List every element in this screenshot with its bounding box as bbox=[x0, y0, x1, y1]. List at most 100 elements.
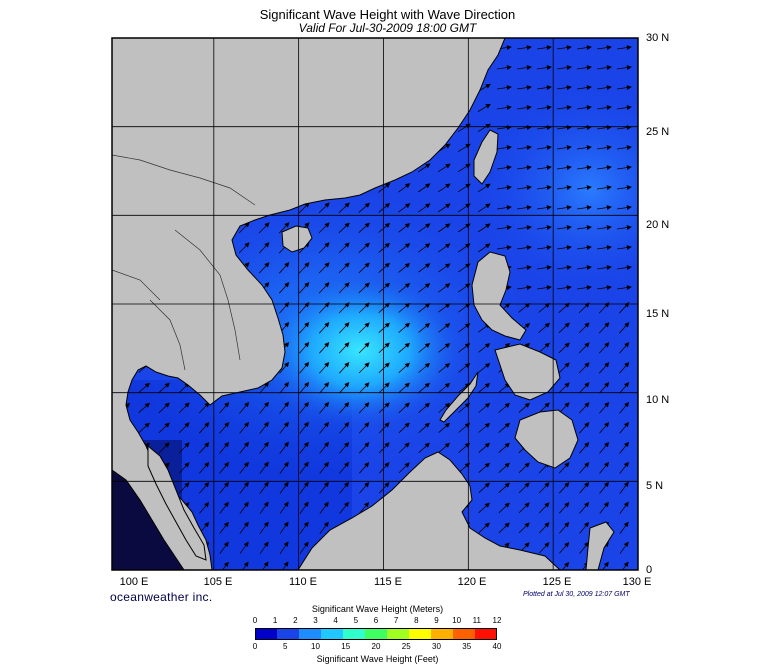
wave-direction-arrow bbox=[597, 145, 612, 151]
wave-direction-arrow bbox=[279, 262, 290, 274]
wave-direction-arrow bbox=[219, 501, 229, 514]
grid-lines bbox=[112, 38, 638, 570]
colorbar-meters-tick: 11 bbox=[472, 616, 481, 625]
land bbox=[112, 38, 615, 570]
wave-direction-arrow bbox=[478, 482, 490, 493]
wave-direction-arrow bbox=[577, 125, 592, 131]
wave-direction-arrow bbox=[599, 501, 609, 514]
wave-direction-arrow bbox=[619, 441, 630, 454]
wave-direction-arrow bbox=[458, 382, 471, 393]
wave-direction-arrow bbox=[579, 422, 590, 434]
wave-direction-arrow bbox=[438, 422, 451, 433]
wave-direction-arrow bbox=[339, 481, 350, 494]
wave-direction-arrow bbox=[398, 402, 410, 414]
wave-direction-arrow bbox=[418, 422, 430, 433]
wave-direction-arrow bbox=[517, 225, 532, 231]
wave-direction-arrow bbox=[617, 65, 632, 71]
wave-direction-arrow bbox=[599, 401, 610, 414]
wave-direction-arrow bbox=[497, 145, 512, 151]
colorbar-meters-tick: 10 bbox=[452, 616, 462, 625]
wave-direction-arrow bbox=[359, 442, 370, 454]
wave-direction-arrow bbox=[319, 521, 329, 534]
landmass-hainan bbox=[281, 225, 313, 253]
wave-direction-arrow bbox=[242, 561, 249, 570]
colorbar-meters-tick: 8 bbox=[414, 616, 419, 625]
wave-direction-arrow bbox=[619, 541, 629, 554]
landmass-borneo bbox=[297, 451, 561, 570]
wave-direction-arrow bbox=[437, 203, 451, 213]
landmass-visayas bbox=[494, 343, 561, 401]
landmass-luzon bbox=[471, 251, 527, 341]
wave-direction-arrow bbox=[278, 222, 290, 234]
wave-direction-arrow bbox=[478, 422, 491, 433]
wave-direction-arrow bbox=[358, 362, 370, 374]
wave-direction-arrow bbox=[498, 442, 510, 453]
colorbar-feet-tick: 20 bbox=[371, 642, 381, 651]
wave-direction-arrow bbox=[299, 381, 310, 394]
wave-direction-arrow bbox=[418, 203, 431, 213]
wave-direction-arrow bbox=[557, 45, 572, 51]
wave-direction-arrow bbox=[378, 302, 390, 313]
wave-direction-arrow bbox=[557, 85, 572, 91]
wave-direction-arrow bbox=[178, 462, 190, 474]
colorbar-meters-tick: 4 bbox=[333, 616, 338, 625]
wave-direction-arrow bbox=[497, 85, 512, 91]
wave-direction-arrow bbox=[457, 203, 471, 213]
wave-direction-arrow bbox=[259, 461, 269, 474]
wave-direction-arrow bbox=[577, 265, 592, 271]
colorbar-cell bbox=[453, 628, 476, 640]
wave-direction-arrow bbox=[198, 402, 210, 414]
wave-direction-arrow bbox=[497, 105, 512, 111]
wave-direction-arrow bbox=[239, 501, 249, 514]
lat-label-30n: 30 N bbox=[646, 32, 670, 44]
peak-wave-zone bbox=[250, 270, 470, 430]
wave-direction-arrow bbox=[619, 521, 629, 534]
wave-direction-arrow bbox=[458, 323, 471, 333]
colorbar-feet-tick: 0 bbox=[252, 642, 258, 651]
landmass-mindanao bbox=[514, 409, 579, 469]
wave-direction-arrow bbox=[299, 501, 309, 514]
wave-direction-arrow bbox=[497, 125, 512, 131]
wave-direction-arrow bbox=[418, 342, 431, 353]
wave-direction-arrow bbox=[537, 245, 552, 251]
wave-direction-arrow bbox=[378, 322, 390, 333]
wave-direction-arrow bbox=[478, 343, 491, 353]
wave-direction-arrow bbox=[619, 421, 630, 434]
wave-direction-arrow bbox=[358, 382, 370, 394]
wave-direction-arrow bbox=[579, 501, 590, 514]
wave-direction-arrow bbox=[358, 322, 370, 334]
wave-direction-arrow bbox=[599, 342, 610, 354]
wave-direction-arrow bbox=[318, 222, 330, 234]
wave-direction-arrow bbox=[579, 521, 590, 534]
wave-direction-arrow bbox=[178, 402, 190, 414]
wave-direction-arrow bbox=[378, 282, 391, 293]
wave-direction-arrow bbox=[438, 442, 451, 453]
wave-direction-arrow bbox=[498, 462, 510, 473]
wave-direction-arrow bbox=[559, 502, 570, 514]
wave-direction-arrow bbox=[318, 302, 330, 314]
wave-direction-arrow bbox=[577, 65, 592, 71]
wave-direction-arrow bbox=[517, 285, 532, 291]
lon-label-130e: 130 E bbox=[622, 576, 652, 588]
wave-direction-arrow bbox=[557, 185, 572, 191]
wave-direction-arrow bbox=[418, 283, 431, 293]
wave-direction-arrow bbox=[577, 105, 592, 111]
wave-direction-arrow bbox=[338, 222, 350, 234]
wave-direction-arrow bbox=[259, 521, 269, 534]
wave-direction-arrow bbox=[517, 125, 532, 131]
wave-direction-arrow bbox=[617, 205, 632, 211]
wave-direction-arrow bbox=[339, 382, 350, 394]
wave-direction-arrow bbox=[597, 265, 612, 271]
wave-direction-arrow bbox=[219, 461, 230, 474]
wave-direction-arrow bbox=[537, 65, 552, 71]
wave-direction-arrow bbox=[418, 442, 430, 453]
lon-label-125e: 125 E bbox=[542, 576, 572, 588]
wave-direction-arrow bbox=[557, 265, 572, 271]
wave-direction-arrow bbox=[578, 402, 590, 414]
wave-direction-arrow bbox=[239, 521, 249, 534]
wave-direction-arrow bbox=[358, 242, 370, 253]
wave-direction-arrow bbox=[619, 361, 630, 374]
wave-direction-arrow bbox=[259, 381, 270, 394]
map-title: Significant Wave Height with Wave Direct… bbox=[259, 7, 516, 22]
landmass-malay-peninsula bbox=[147, 444, 207, 561]
